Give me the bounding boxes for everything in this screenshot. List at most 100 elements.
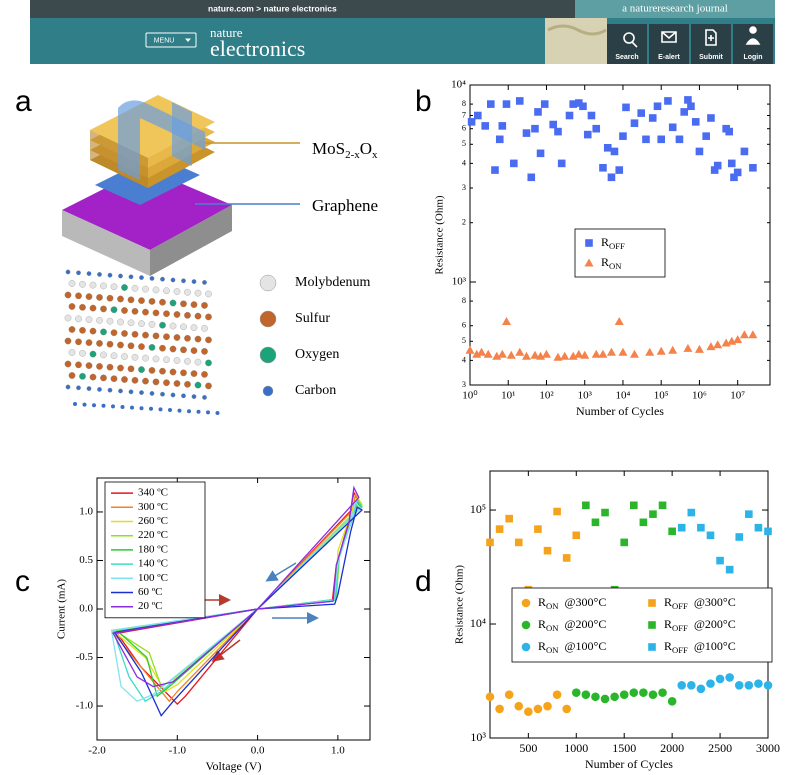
data-point [715,674,725,684]
iv-curve [110,500,362,702]
label-part: @200°C [564,617,606,631]
atom [100,374,107,382]
logo-bottom[interactable]: electronics [210,36,305,61]
data-point [591,349,601,358]
atom [68,372,76,379]
data-point [691,118,700,126]
legend-label: 60 ºC [138,586,163,598]
data-point [510,159,518,168]
atom [160,276,165,282]
menu-label[interactable]: MENU [154,37,175,44]
nav-label[interactable]: E-alert [658,54,680,61]
y-tick-label: 4 [462,355,466,364]
atom [82,402,87,407]
atom [142,285,149,293]
atom [169,322,177,330]
atom [194,381,202,389]
data-point [591,518,600,527]
nav-label[interactable]: Login [743,54,762,61]
atom [76,385,81,391]
label-part: R [538,639,546,653]
atom [100,305,107,313]
atom [106,294,114,302]
y-tick-label: 10⁴ [470,616,486,630]
arrow [265,562,297,582]
data-point [733,335,743,344]
atom [138,366,145,373]
x-axis-title: Number of Cycles [585,757,673,771]
atom [201,325,208,332]
data-point [744,680,754,690]
x-tick-label: -2.0 [88,745,106,757]
data-point [581,690,591,699]
data-point [601,508,609,517]
atom [117,364,124,372]
y-tick-label: 8 [462,296,466,305]
breadcrumb[interactable]: nature.com > nature electronics [208,3,337,13]
nav-button[interactable] [649,24,689,64]
label-part: MoS [312,139,345,158]
atom [169,368,177,376]
plot-frame [469,84,771,386]
data-point [514,538,523,547]
data-point [713,340,723,349]
atom [201,371,208,378]
atom [106,340,114,348]
data-point [677,523,686,532]
atom [181,278,186,284]
data-point [614,317,624,326]
atom [149,276,155,281]
atom [180,369,187,377]
atom [79,326,86,334]
atom [148,344,156,351]
atom [169,345,177,353]
legend-box [574,228,666,278]
label-part: @100°C [564,639,606,653]
nav-label[interactable]: Search [615,54,638,61]
atom [121,307,128,314]
data-point [739,330,749,339]
tagline: a natureresearch journal [622,3,728,15]
data-point [534,525,542,533]
atom [187,409,191,414]
atom [202,280,207,285]
nav-label[interactable]: Submit [699,54,723,61]
atom [118,388,123,394]
legend-label: 20 ºC [138,600,163,612]
label-part: @300°C [564,595,606,609]
y-tick-label: 0.5 [79,554,93,566]
data-point [730,173,738,182]
atom [117,295,124,303]
label-part: @100°C [694,639,736,653]
y-tick-label: 10⁵ [470,502,486,516]
atom [64,291,72,299]
legend-label: 260 ºC [138,515,168,527]
data-point [619,690,629,699]
atom [191,279,197,284]
x-tick-label: 10⁷ [730,390,745,402]
logo-top[interactable]: nature [210,25,243,40]
legend-marker [648,599,656,607]
atom [89,350,97,358]
atom [160,391,165,397]
data-point [543,546,552,555]
data-point [491,166,499,174]
device-label: Graphene [312,196,378,215]
data-point [664,97,672,105]
data-point [534,108,542,116]
legend-label: 100 ºC [138,572,168,584]
atom [152,378,160,386]
data-point [733,168,742,177]
atom [138,343,145,350]
atom [106,317,114,325]
legend-label: ROFF [601,235,625,251]
atom [142,354,149,362]
data-point [710,166,719,174]
atom [169,299,177,307]
data-point [554,127,562,136]
data-point [668,345,678,354]
nav-button[interactable] [607,24,647,64]
menu-button[interactable] [145,32,197,48]
atom [139,406,144,411]
